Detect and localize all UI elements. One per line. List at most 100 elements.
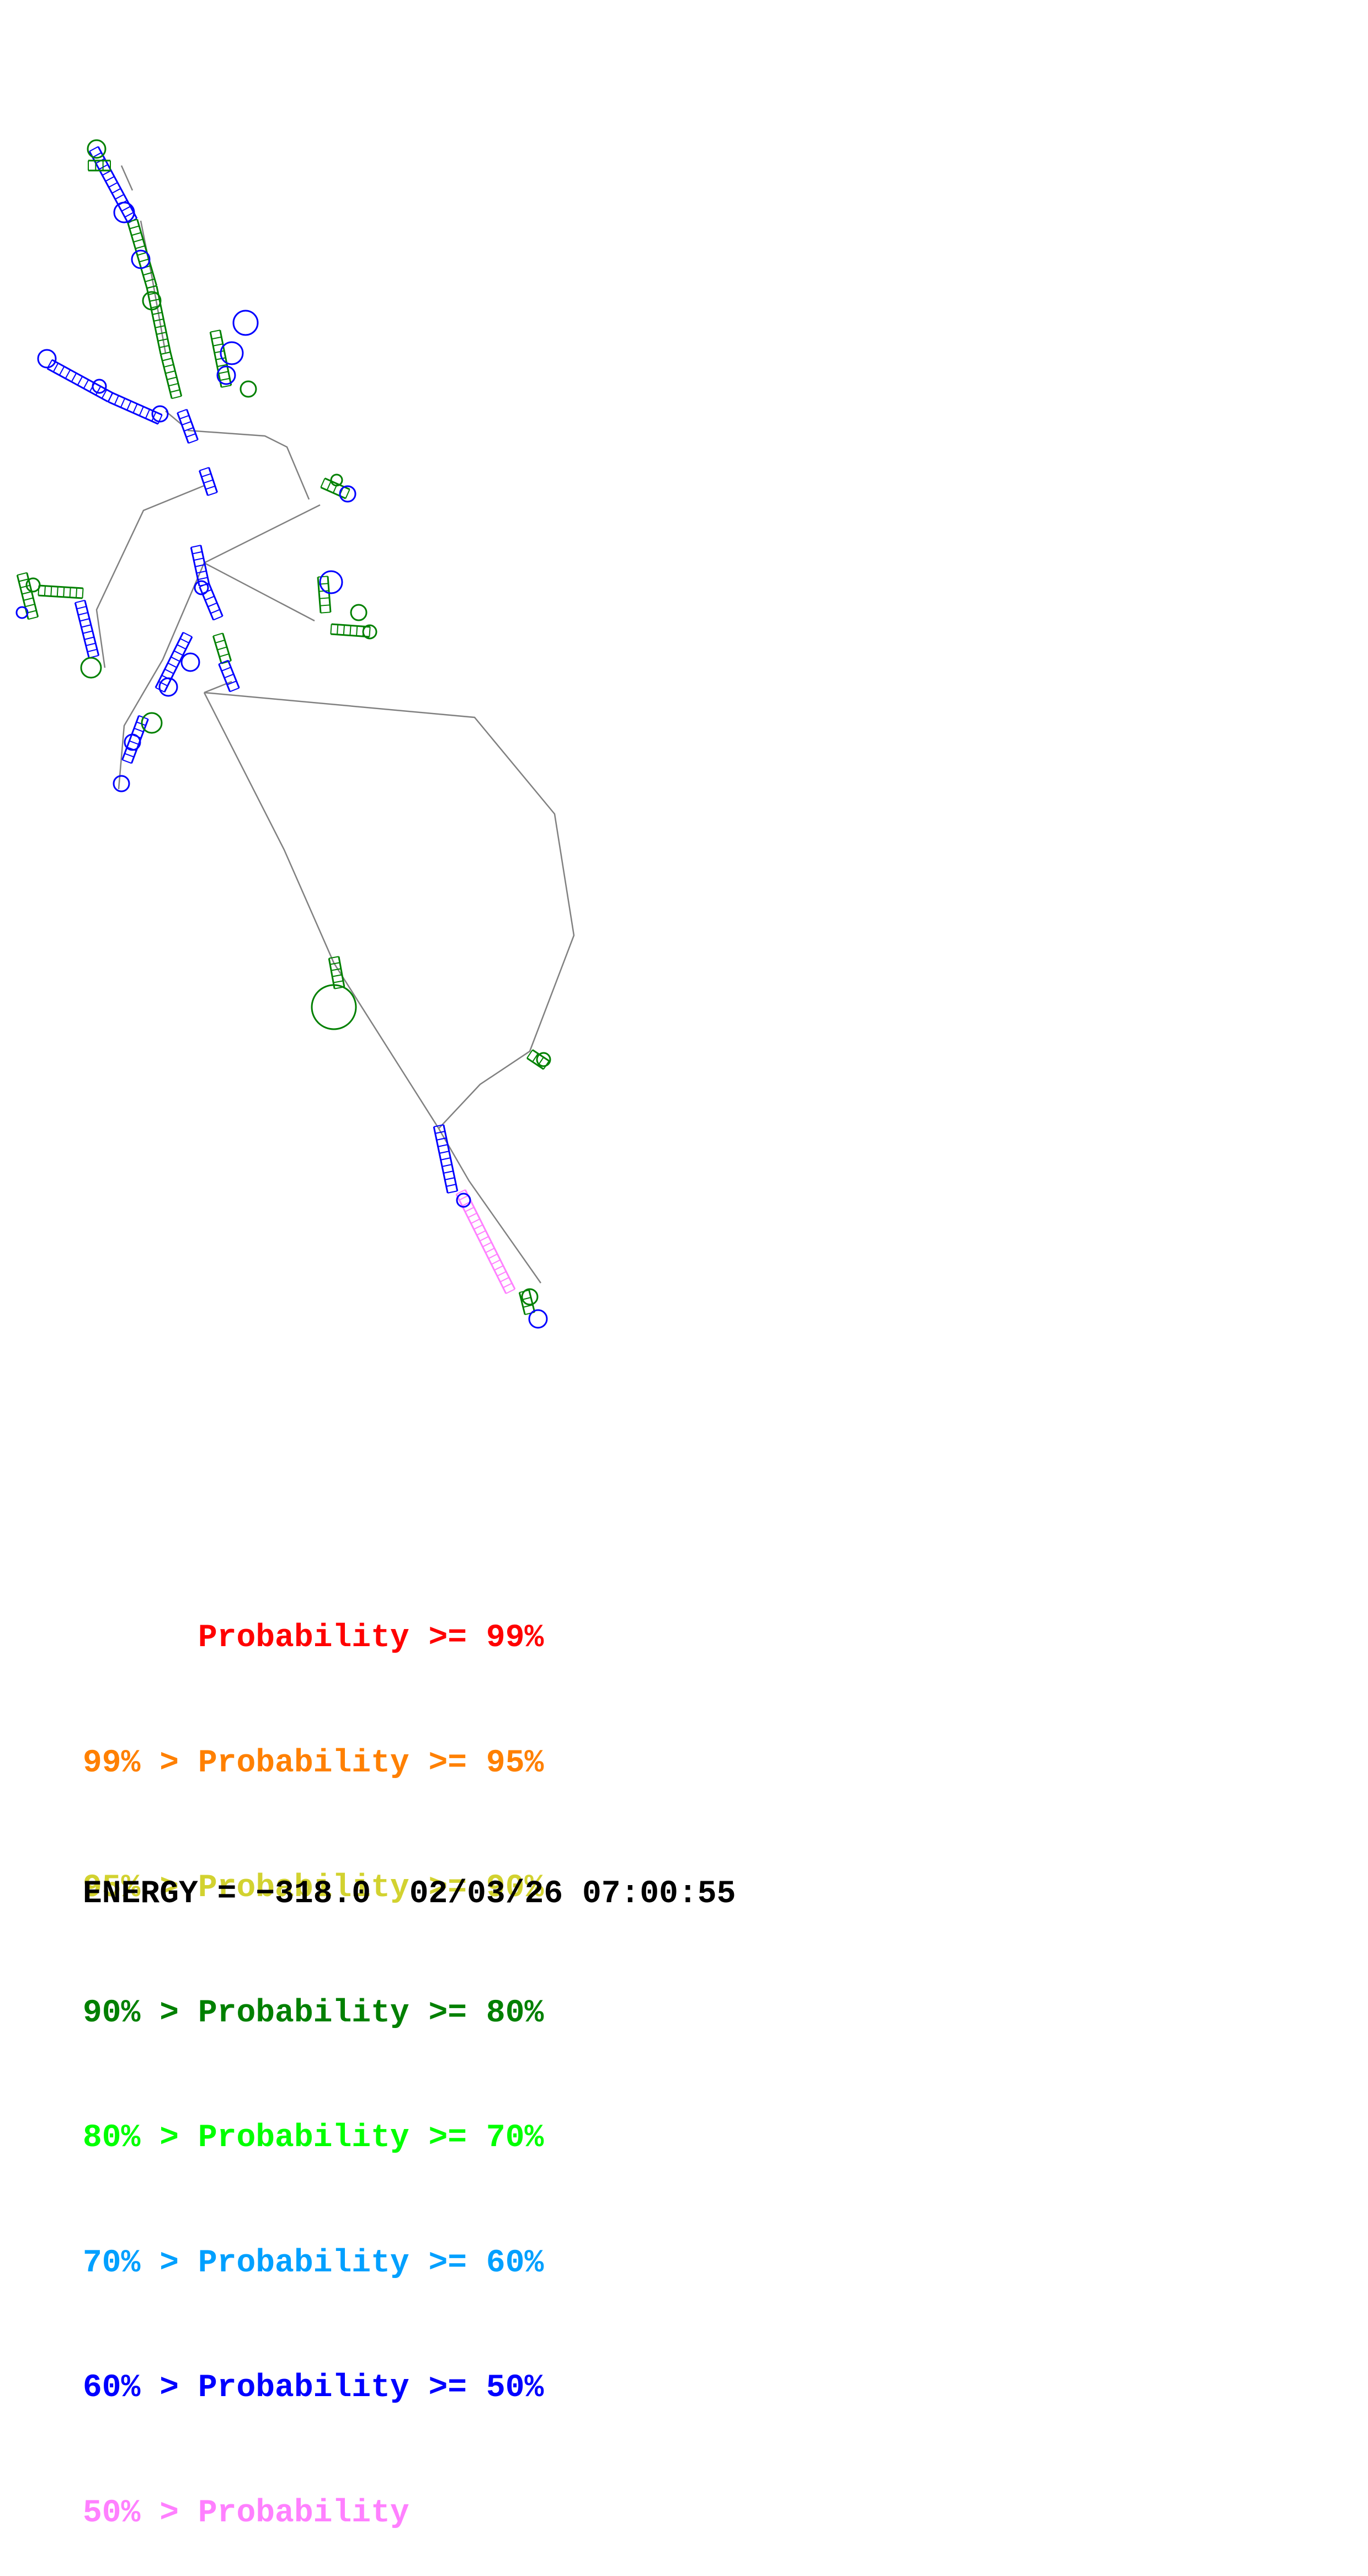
base-pair (164, 668, 174, 674)
legend-row-below-50: 50% > Probability (83, 2495, 409, 2531)
base-pair (82, 630, 93, 634)
base-pair (89, 146, 99, 152)
structure-loop (311, 984, 357, 1030)
helix-strand (155, 632, 184, 688)
base-pair (71, 372, 77, 382)
base-pair (92, 152, 102, 158)
base-pair (443, 1170, 454, 1174)
helix-stem (518, 1289, 536, 1316)
base-pair (77, 376, 83, 386)
helix-stem (328, 956, 345, 989)
base-pair (183, 632, 193, 637)
structure-loop (456, 1193, 471, 1208)
base-pair (87, 648, 98, 653)
base-pair (63, 587, 65, 597)
base-pair (143, 272, 153, 276)
base-pair (52, 363, 59, 372)
base-pair (320, 611, 331, 614)
base-pair (465, 1206, 475, 1212)
base-pair (328, 956, 339, 959)
helix-strand (455, 1194, 507, 1294)
base-pair (84, 636, 94, 640)
base-pair (170, 389, 180, 393)
base-pair (182, 421, 191, 426)
base-pair (157, 338, 168, 342)
base-pair (153, 318, 164, 322)
base-pair (217, 646, 227, 651)
structure-loop (330, 473, 343, 487)
base-pair (18, 578, 29, 582)
base-pair (111, 188, 121, 194)
backbone-connector (120, 165, 134, 191)
structure-loop (113, 775, 130, 792)
structure-loop (350, 604, 368, 621)
base-pair (497, 1271, 507, 1277)
helix-stem (177, 408, 199, 444)
base-pair (446, 1184, 456, 1187)
helix-stem (209, 329, 232, 388)
helix-stem (74, 599, 100, 659)
base-pair (188, 439, 198, 444)
base-pair (485, 1247, 495, 1253)
base-pair (326, 481, 332, 491)
base-pair (177, 408, 187, 414)
base-pair (337, 624, 339, 635)
helix-strand (169, 352, 183, 397)
structure-loop (25, 577, 41, 593)
helix-strand (526, 1057, 544, 1070)
structure-loop (142, 291, 162, 311)
base-pair (58, 366, 65, 376)
structure-loop (521, 1288, 539, 1306)
base-pair (207, 492, 217, 496)
base-pair (146, 285, 157, 289)
base-pair (433, 1124, 444, 1127)
base-pair (145, 278, 155, 283)
base-pair (163, 364, 174, 368)
legend-row-50: 60% > Probability >= 50% (83, 2370, 544, 2406)
base-pair (28, 616, 38, 620)
base-pair (210, 609, 220, 614)
structure-loop (124, 733, 141, 751)
base-pair (25, 603, 35, 608)
rna-secondary-structure-diagram (15, 139, 575, 1329)
base-pair (213, 632, 223, 637)
base-pair (155, 325, 166, 328)
backbone-connector (204, 504, 321, 564)
base-pair (491, 1259, 501, 1265)
base-pair (149, 299, 160, 302)
structure-loop (362, 624, 377, 640)
base-pair (167, 376, 177, 380)
base-pair (122, 759, 132, 764)
base-pair (78, 612, 88, 616)
base-pair (459, 1195, 469, 1201)
base-pair (56, 587, 58, 597)
helix-strand (126, 222, 148, 289)
base-pair (214, 350, 225, 354)
structure-loop (216, 365, 236, 385)
helix-stem (46, 359, 114, 403)
helix-stem (320, 477, 350, 499)
base-pair (205, 485, 216, 490)
base-pair (86, 642, 96, 646)
base-pair (369, 626, 371, 637)
helix-strand (207, 582, 223, 617)
base-pair (120, 398, 126, 408)
base-pair (157, 414, 163, 424)
base-pair (195, 564, 205, 567)
base-pair (217, 364, 227, 368)
energy-timestamp: ENERGY = −318.0 02/03/26 07:00:55 (83, 1876, 736, 1912)
base-pair (440, 1157, 451, 1161)
base-pair (494, 1265, 504, 1271)
base-pair (213, 615, 223, 621)
structure-loop (536, 1052, 551, 1067)
base-pair (139, 406, 144, 416)
helix-stem (199, 467, 218, 496)
base-pair (482, 1242, 492, 1248)
helix-strand (199, 586, 215, 621)
structure-loops (15, 139, 551, 1329)
base-pair (331, 968, 342, 971)
helix-strand (327, 576, 332, 613)
base-pair (139, 258, 149, 263)
structure-loop (319, 570, 343, 594)
base-pair (165, 370, 175, 374)
